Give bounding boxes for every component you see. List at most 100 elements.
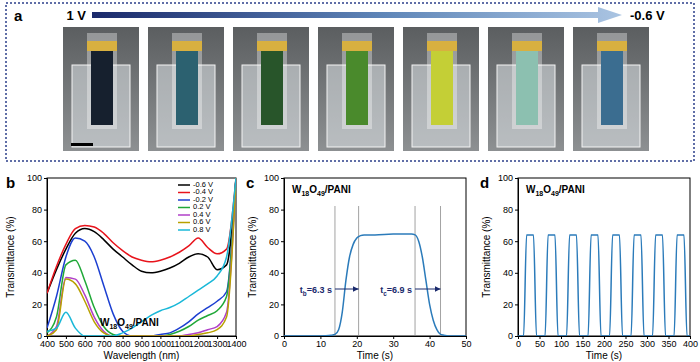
tick: 40 [503,268,518,278]
tape [257,41,287,51]
tick-label: 100 [27,173,42,183]
tick: 30 [389,336,399,349]
tick-label: 1300 [208,339,228,349]
text-run: =6.3 s [307,285,332,295]
tick-label: 500 [59,339,74,349]
tick-label: 800 [116,339,131,349]
tick-mark [44,210,47,211]
sample-label: W18O49/PANI [526,184,585,197]
x-axis: 050100150200250300350400 [516,336,698,349]
tick-label: 40 [425,339,435,349]
tick: 40 [425,336,435,349]
tick-label: 10 [316,339,326,349]
tick-label: 0 [37,331,42,341]
photo [488,27,564,151]
electrochromic-film [346,51,368,125]
tick-label: 60 [503,237,513,247]
tick-mark [515,304,518,305]
tick: 100 [554,336,569,349]
tick-mark [281,178,284,179]
guide-line [440,206,441,336]
sample-label: W18O49/PANI [100,317,159,330]
electrochromic-film [261,51,283,125]
tick-label: 700 [97,339,112,349]
tick: 10 [316,336,326,349]
tick-mark [44,178,47,179]
guide-line [358,206,359,336]
tick: 20 [352,336,362,349]
plot-frame [284,178,466,336]
electrochromic-film [176,51,198,125]
photo [63,27,139,151]
chart-panel: 4005006007008009001000110012001300140002… [5,173,247,361]
tick: 600 [78,336,93,349]
tick-mark [515,210,518,211]
x-axis-title: Wavelength (nm) [104,350,180,361]
tick-mark [281,210,284,211]
electrochromic-film [516,51,538,125]
tick-label: 40 [32,268,42,278]
tick: 250 [618,336,633,349]
text-run: 49 [317,190,325,197]
tick-label: 100 [264,173,279,183]
tick-label: 900 [134,339,149,349]
tick-mark [515,273,518,274]
legend-swatch [178,222,190,224]
tick-label: 250 [618,339,633,349]
tick: 1200 [189,336,209,349]
tick: 150 [575,336,590,349]
tick-mark [44,304,47,305]
panel-label: d [480,174,489,191]
plot-marks [518,235,690,336]
plot-marks [47,178,236,336]
data-line [47,178,236,336]
photo-background [488,27,564,151]
tick: 40 [269,268,284,278]
axis-line [281,179,285,337]
tick-label: 1100 [170,339,189,349]
tick: 0 [274,331,284,341]
photo [403,27,479,151]
tick: 20 [269,300,284,310]
scale-bar [71,143,93,146]
electrode-glass [512,33,542,129]
text-run: =6.9 s [387,285,412,295]
annotation: tb=6.3 s [300,285,332,297]
x-axis: 40050060070080090010001100120013001400 [40,336,247,349]
tick: 0 [508,331,518,341]
annotation: tc=6.9 s [380,285,412,297]
tick-mark [281,304,284,305]
data-line [47,178,236,336]
panel-label: a [14,7,23,24]
tick: 1100 [170,336,189,349]
tick-label: 1000 [151,339,171,349]
photo [318,27,394,151]
electrode-glass [427,33,457,129]
photo [233,27,309,151]
legend-swatch [178,184,190,186]
plot-frame [47,178,236,336]
y-axis: 020406080100 [27,173,48,341]
tick-label: 60 [269,237,279,247]
tick: 0 [37,331,47,341]
tick: 900 [134,336,149,349]
tape [427,41,457,51]
tick: 500 [59,336,74,349]
tick: 400 [683,336,698,349]
tick: 80 [269,205,284,215]
tick-label: 50 [535,339,545,349]
tick: 20 [32,300,47,310]
tick-label: 300 [640,339,655,349]
text-run: /PANI [325,184,351,195]
axis-line [515,179,519,337]
y-axis-title: Transmittance (%) [481,216,492,297]
tick-mark [281,241,284,242]
tick-mark [44,336,47,337]
photo [148,27,224,151]
electrochromic-film [91,51,113,125]
tick-mark [281,273,284,274]
tick-label: 80 [503,205,513,215]
legend-entry: 0.8 V [193,225,211,234]
tick-label: 30 [389,339,399,349]
data-line [47,178,236,293]
